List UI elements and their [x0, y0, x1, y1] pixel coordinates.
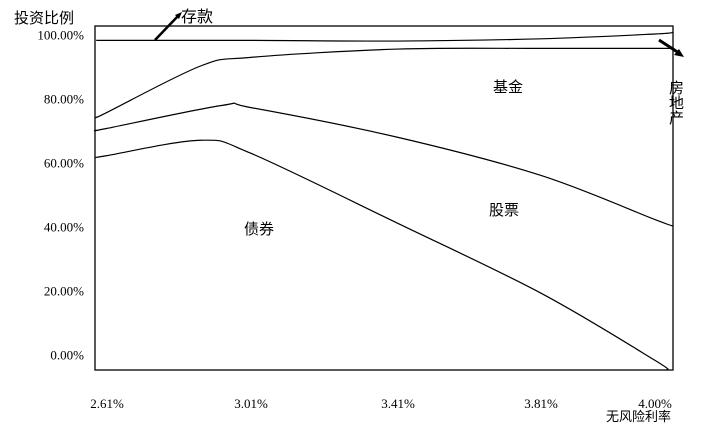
label-real-estate: 房地产 — [667, 80, 684, 125]
label-stocks: 股票 — [489, 202, 519, 219]
boundary-curve — [95, 47, 673, 119]
y-tick-label: 80.00% — [44, 91, 84, 106]
x-tick-label: 3.81% — [524, 396, 558, 411]
y-tick-label: 40.00% — [44, 219, 84, 234]
y-tick-label: 100.00% — [37, 27, 84, 42]
y-tick-label: 60.00% — [44, 155, 84, 170]
boundary-curve — [95, 139, 669, 371]
arrow-deposits — [154, 12, 182, 41]
x-tick-label: 3.41% — [381, 396, 415, 411]
boundary-curves — [93, 31, 674, 371]
x-tick-labels: 2.61% 3.01% 3.41% 3.81% 4.00% — [90, 396, 672, 411]
x-axis-title: 无风险利率 — [606, 409, 671, 424]
label-funds: 基金 — [493, 79, 523, 96]
y-tick-label: 20.00% — [44, 283, 84, 298]
plot-frame — [94, 25, 674, 371]
x-tick-label: 4.00% — [638, 396, 672, 411]
y-axis-title: 投资比例 — [14, 10, 74, 27]
x-tick-label: 3.01% — [234, 396, 268, 411]
label-deposits: 存款 — [181, 8, 213, 26]
boundary-curve — [93, 102, 674, 227]
y-tick-label: 0.00% — [50, 347, 84, 362]
label-bonds: 债券 — [244, 221, 274, 238]
y-tick-labels: 0.00% 20.00% 40.00% 60.00% 80.00% 100.00% — [37, 27, 84, 362]
boundary-curve — [96, 31, 674, 42]
x-tick-label: 2.61% — [90, 396, 124, 411]
arrow-real-estate — [658, 38, 684, 57]
